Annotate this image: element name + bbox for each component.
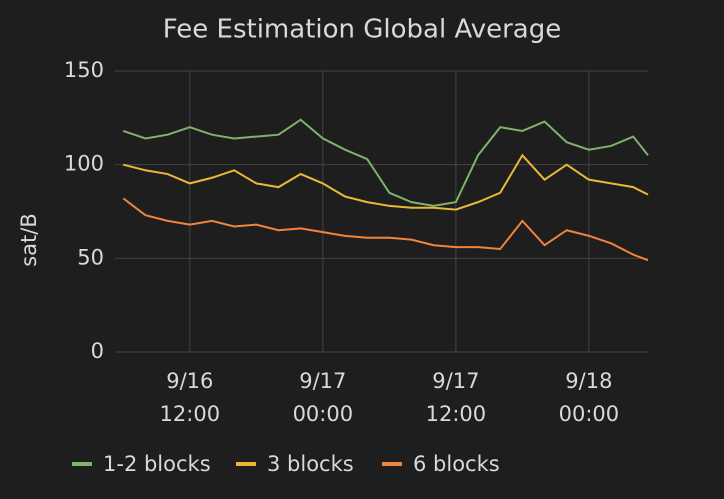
legend-swatch [236,462,256,466]
series-line [122,197,649,262]
series-line [122,118,649,207]
legend-swatch [382,462,402,466]
legend-label: 1-2 blocks [103,452,211,476]
legend-swatch [72,462,92,466]
y-tick-label: 100 [64,152,104,176]
x-tick-label: 9/17 12:00 [426,369,487,426]
y-tick-label: 0 [91,339,104,363]
chart-title: Fee Estimation Global Average [163,15,561,45]
y-tick-label: 50 [77,245,104,269]
x-tick-label: 9/17 00:00 [293,369,354,426]
y-axis-label: sat/B [17,213,41,267]
legend-label: 3 blocks [267,452,354,476]
legend-label: 6 blocks [413,452,500,476]
x-tick-label: 9/18 00:00 [559,369,620,426]
y-tick-label: 150 [64,58,104,82]
series-line [123,153,649,211]
x-tick-label: 9/16 12:00 [160,369,221,426]
